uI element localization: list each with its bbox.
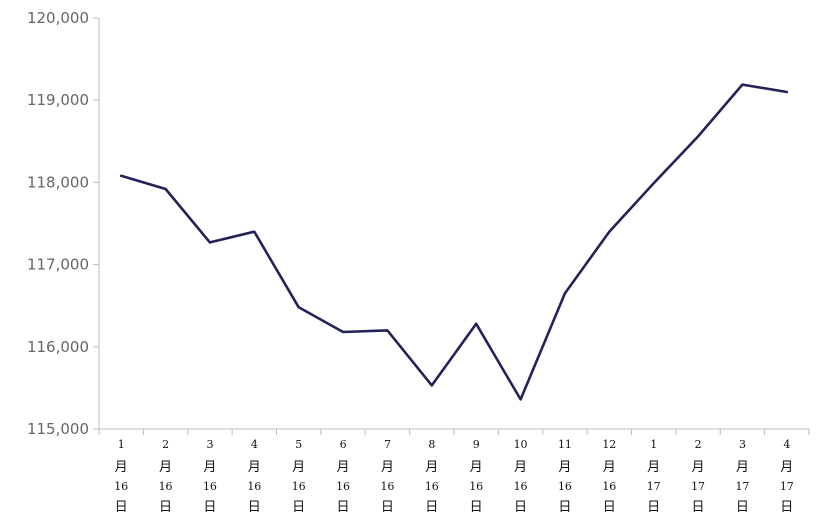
x-tick-label: 4 月 16 日	[247, 438, 261, 515]
x-axis-ticks: 1 月 16 日 2 月 16 日 3 月 16 日 4 月 16 日 5 月 16 日 6 月 16 日 7 月 16 日 8 月 16 日…	[98, 429, 810, 515]
x-tick-label: 7 月 16 日	[380, 438, 394, 515]
y-tick-label: 116,000	[27, 338, 89, 356]
x-tick-label: 2 月 17 日	[691, 438, 705, 515]
x-tick-label: 8 月 16 日	[425, 438, 439, 515]
y-tick-label: 119,000	[27, 91, 89, 109]
x-tick-label: 6 月 16 日	[336, 438, 350, 515]
x-tick-label: 3 月 17 日	[735, 438, 749, 515]
y-tick-label: 120,000	[27, 9, 89, 27]
y-axis-ticks: 115,000 116,000 117,000 118,000 119,000 120,0…	[27, 9, 99, 438]
x-tick-label: 4 月 17 日	[780, 438, 794, 515]
x-tick-label: 12 月 16 日	[602, 438, 616, 515]
x-tick-label: 5 月 16 日	[292, 438, 306, 515]
x-tick-label: 1 月 16 日	[114, 438, 128, 515]
x-tick-label: 2 月 16 日	[159, 438, 173, 515]
x-tick-label: 1 月 17 日	[647, 438, 661, 515]
y-tick-label: 118,000	[27, 173, 89, 191]
x-tick-label: 9 月 16 日	[469, 438, 483, 515]
series-line	[119, 83, 789, 401]
x-tick-label: 3 月 16 日	[203, 438, 217, 515]
x-tick-label: 11 月 16 日	[558, 438, 572, 515]
y-tick-label: 117,000	[27, 256, 89, 274]
y-tick-label: 115,000	[27, 420, 89, 438]
x-tick-label: 10 月 16 日	[514, 438, 528, 515]
